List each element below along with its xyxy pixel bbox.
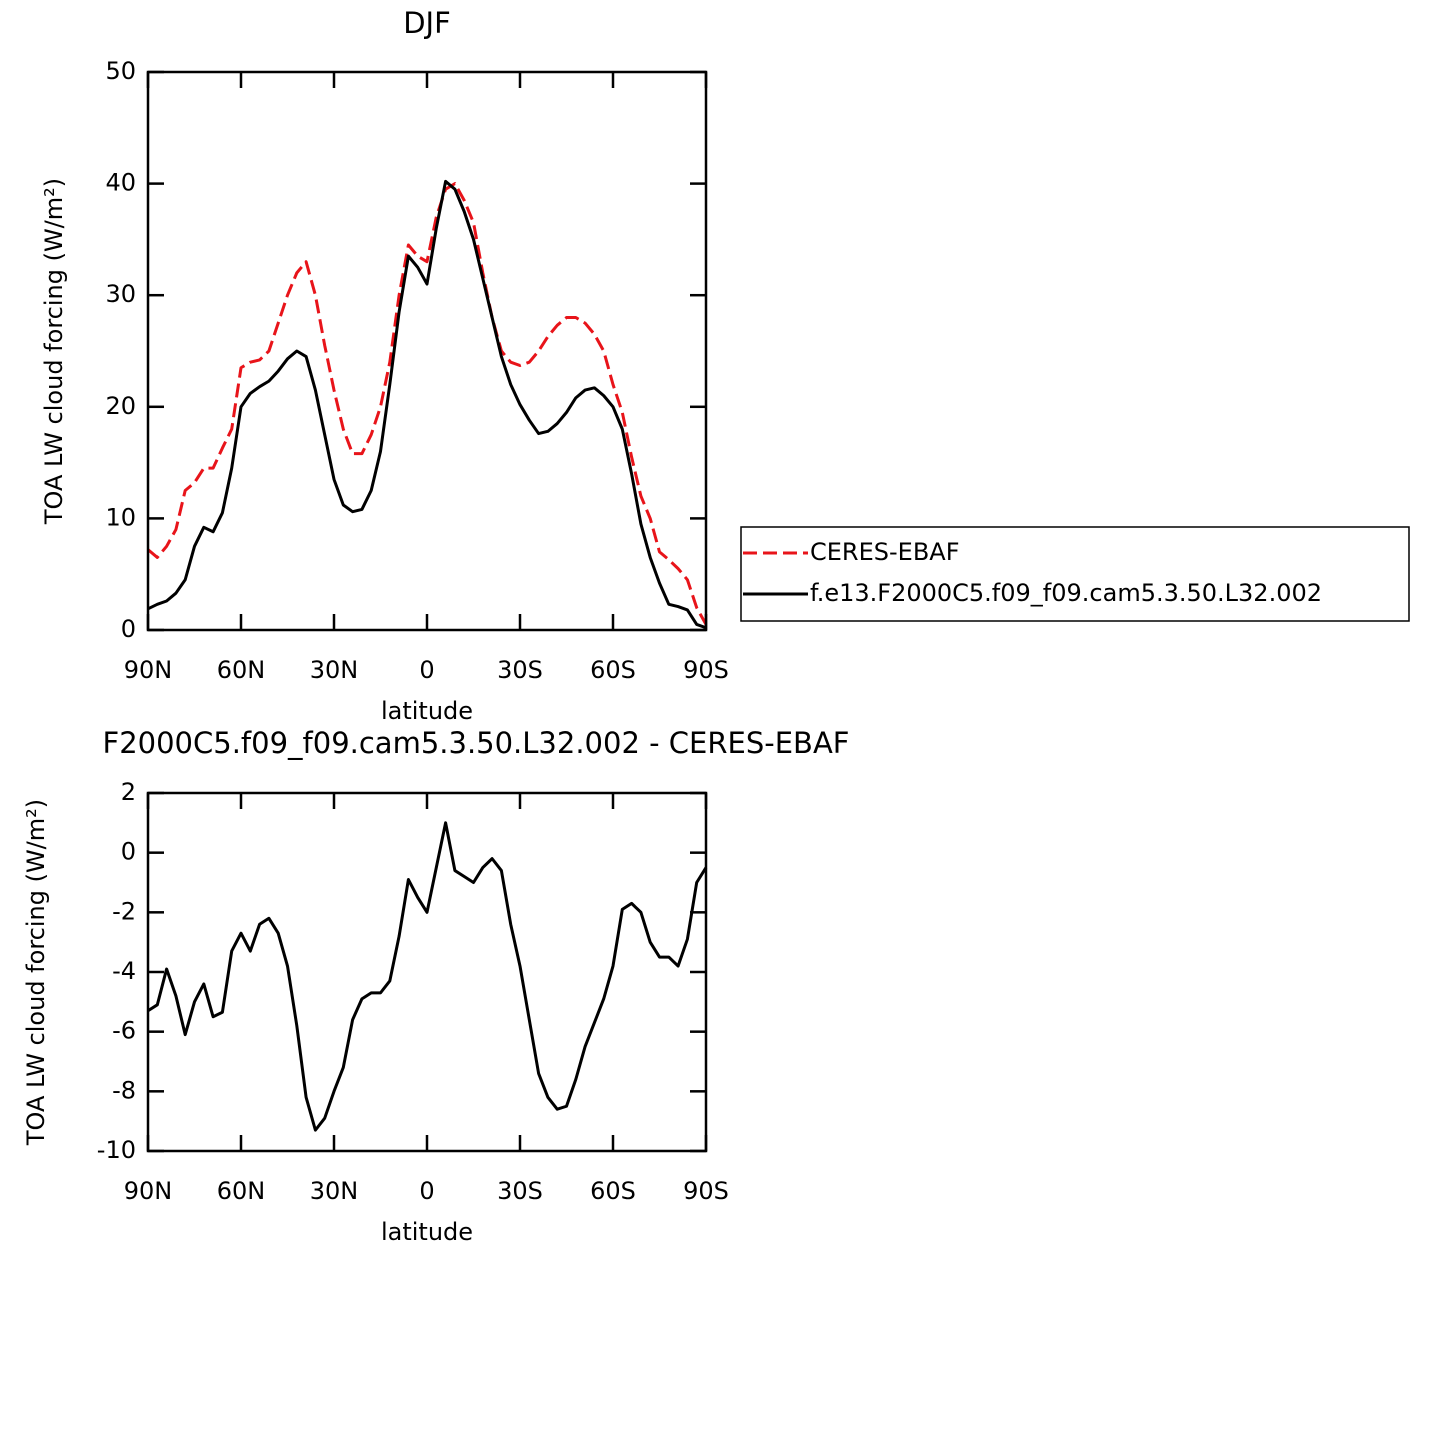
legend-label: f.e13.F2000C5.f09_f09.cam5.3.50.L32.002	[810, 579, 1322, 607]
chart-title: F2000C5.f09_f09.cam5.3.50.L32.002 - CERE…	[103, 726, 850, 760]
y-tick-label: 20	[105, 392, 136, 420]
data-line	[147, 179, 707, 630]
y-tick-label: 0	[121, 838, 136, 866]
plot-frame	[146, 791, 708, 1153]
x-axis-label: latitude	[381, 697, 473, 725]
data-line	[147, 821, 708, 1132]
x-tick-label: 60N	[217, 1177, 266, 1205]
x-tick-label: 60S	[590, 656, 636, 684]
x-tick-label: 0	[419, 656, 434, 684]
x-tick-label: 30N	[310, 656, 359, 684]
y-tick-label: 0	[121, 615, 136, 643]
y-tick-label: -8	[112, 1076, 136, 1104]
y-tick-label: 10	[105, 503, 136, 531]
y-tick-label: 50	[105, 57, 136, 85]
y-tick-label: 2	[121, 778, 136, 806]
x-tick-label: 30N	[310, 1177, 359, 1205]
chart-title: DJF	[403, 6, 451, 40]
y-tick-label: 30	[105, 280, 136, 308]
y-tick-label: 40	[105, 169, 136, 197]
x-tick-label: 90N	[124, 656, 173, 684]
x-tick-label: 30S	[497, 656, 543, 684]
y-tick-label: -6	[112, 1017, 136, 1045]
y-tick-label: -4	[112, 957, 136, 985]
x-tick-label: 60N	[217, 656, 266, 684]
x-tick-label: 90N	[124, 1177, 173, 1205]
y-axis-label: TOA LW cloud forcing (W/m²)	[40, 178, 68, 525]
x-tick-label: 60S	[590, 1177, 636, 1205]
plot-frame	[146, 70, 708, 632]
x-tick-label: 0	[419, 1177, 434, 1205]
legend-label: CERES-EBAF	[810, 538, 960, 566]
legend-box	[740, 526, 1410, 622]
data-line	[147, 182, 708, 626]
x-tick-label: 30S	[497, 1177, 543, 1205]
y-tick-label: -10	[97, 1136, 136, 1164]
x-tick-label: 90S	[683, 1177, 729, 1205]
y-tick-label: -2	[112, 897, 136, 925]
x-tick-label: 90S	[683, 656, 729, 684]
y-axis-label: TOA LW cloud forcing (W/m²)	[22, 799, 50, 1146]
x-axis-label: latitude	[381, 1218, 473, 1246]
